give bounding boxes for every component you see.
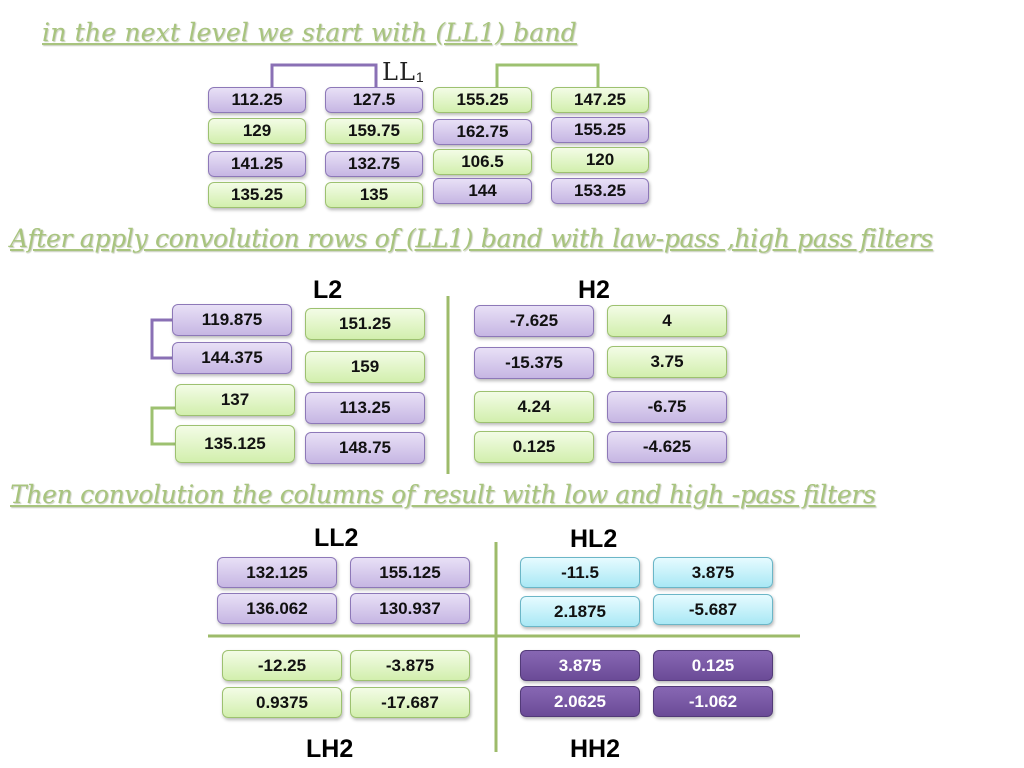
ll2-cell: 155.125 — [350, 557, 470, 588]
ll1-cell: 132.75 — [325, 151, 423, 177]
l2-cell: 119.875 — [172, 304, 292, 336]
l2-cell: 148.75 — [305, 432, 425, 464]
l2-cell: 137 — [175, 384, 295, 416]
heading-convolution-rows: After apply convolution rows of (LL1) ba… — [10, 224, 933, 253]
hl2-cell: 3.875 — [653, 557, 773, 588]
ll1-cell: 127.5 — [325, 87, 423, 113]
ll1-cell: 153.25 — [551, 178, 649, 204]
ll1-cell: 112.25 — [208, 87, 306, 113]
ll2-label: LL2 — [314, 524, 359, 552]
hl2-cell: 2.1875 — [520, 596, 640, 627]
hl2-label: HL2 — [570, 525, 618, 553]
h2-cell: -15.375 — [474, 347, 594, 379]
l2-cell: 135.125 — [175, 425, 295, 463]
ll2-cell: 136.062 — [217, 593, 337, 624]
h2-cell: 0.125 — [474, 431, 594, 463]
ll1-cell: 120 — [551, 147, 649, 173]
l2-cell: 159 — [305, 351, 425, 383]
h2-cell: 3.75 — [607, 346, 727, 378]
lh2-cell: 0.9375 — [222, 687, 342, 718]
ll1-cell: 147.25 — [551, 87, 649, 113]
lh2-cell: -12.25 — [222, 650, 342, 681]
lh2-cell: -3.875 — [350, 650, 470, 681]
h2-cell: -6.75 — [607, 391, 727, 423]
l2-cell: 113.25 — [305, 392, 425, 424]
h2-cell: -4.625 — [607, 431, 727, 463]
heading-next-level: in the next level we start with (LL1) ba… — [42, 18, 577, 47]
hh2-cell: 3.875 — [520, 650, 640, 681]
ll1-bracket-right — [495, 63, 600, 88]
ll1-cell: 144 — [433, 178, 532, 204]
l2-cell: 144.375 — [172, 342, 292, 374]
l2-cell: 151.25 — [305, 308, 425, 340]
ll1-cell: 155.25 — [433, 87, 532, 113]
hl2-cell: -5.687 — [653, 594, 773, 625]
hh2-cell: -1.062 — [653, 686, 773, 717]
ll1-cell: 162.75 — [433, 119, 532, 145]
ll1-cell: 129 — [208, 118, 306, 144]
ll1-cell: 106.5 — [433, 149, 532, 175]
ll1-label: LL1 — [382, 58, 425, 86]
ll1-cell: 141.25 — [208, 151, 306, 177]
h2-cell: 4.24 — [474, 391, 594, 423]
lh2-cell: -17.687 — [350, 687, 470, 718]
hh2-cell: 0.125 — [653, 650, 773, 681]
ll1-cell: 159.75 — [325, 118, 423, 144]
h2-cell: -7.625 — [474, 305, 594, 337]
l2-bracket-green — [150, 406, 175, 446]
lh2-label: LH2 — [306, 735, 354, 763]
ll1-cell: 135.25 — [208, 182, 306, 208]
h2-cell: 4 — [607, 305, 727, 337]
ll1-cell: 155.25 — [551, 117, 649, 143]
ll2-cell: 132.125 — [217, 557, 337, 588]
ll2-cell: 130.937 — [350, 593, 470, 624]
l2-bracket-purple — [150, 318, 173, 360]
h2-label: H2 — [578, 276, 610, 304]
hl2-cell: -11.5 — [520, 557, 640, 588]
hh2-label: HH2 — [570, 735, 621, 763]
ll1-bracket-left — [270, 63, 378, 88]
ll1-cell: 135 — [325, 182, 423, 208]
l2-label: L2 — [313, 276, 343, 304]
hh2-cell: 2.0625 — [520, 686, 640, 717]
heading-convolution-columns: Then convolution the columns of result w… — [10, 480, 876, 509]
